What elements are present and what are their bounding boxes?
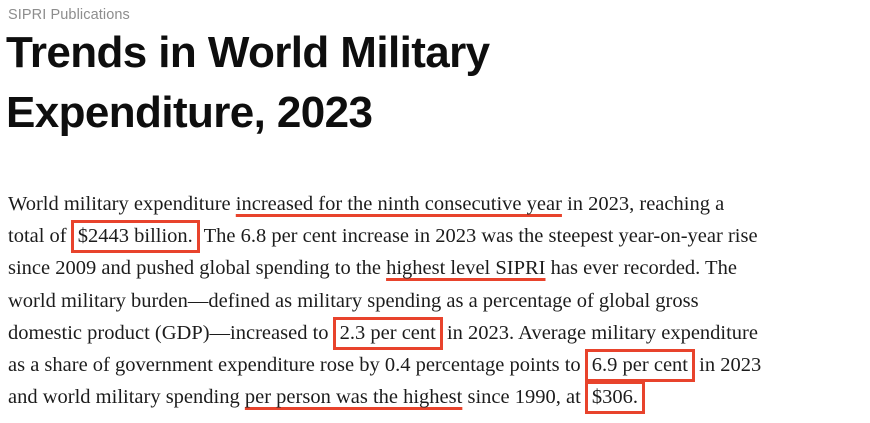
page-title: Trends in World Military Expenditure, 20… xyxy=(6,23,490,143)
paragraph-line: as a share of government expenditure ros… xyxy=(8,348,870,382)
page-title-line-2: Expenditure, 2023 xyxy=(6,88,373,137)
paragraph-line: World military expenditure increased for… xyxy=(8,188,870,220)
text-segment: in 2023, reaching a xyxy=(561,193,725,215)
paragraph-line: total of $2443 billion. The 6.8 per cent… xyxy=(8,220,870,254)
text-segment: world military burden—defined as militar… xyxy=(8,289,699,312)
text-segment: in 2023. Average military expenditure xyxy=(441,321,758,344)
publication-kicker: SIPRI Publications xyxy=(8,7,130,23)
annotation-box: 2.3 per cent xyxy=(332,316,443,350)
text-segment: has ever recorded. The xyxy=(545,257,737,280)
annotation-underline: per person was the highest xyxy=(244,386,463,409)
text-segment: domestic product (GDP)—increased to xyxy=(8,321,334,344)
annotation-underline: increased for the ninth consecutive year xyxy=(235,193,562,215)
article-paragraph: World military expenditure increased for… xyxy=(8,188,870,415)
paragraph-line: domestic product (GDP)—increased to 2.3 … xyxy=(8,316,870,350)
annotation-underline: highest level SIPRI xyxy=(386,257,546,280)
text-segment: since 2009 and pushed global spending to… xyxy=(8,257,387,280)
paragraph-line: since 2009 and pushed global spending to… xyxy=(8,252,870,284)
text-segment: The 6.8 per cent increase in 2023 was th… xyxy=(198,225,758,248)
text-segment: since 1990, at xyxy=(462,386,586,409)
page-title-line-1: Trends in World Military xyxy=(6,28,490,77)
text-segment: total of xyxy=(8,225,72,248)
text-segment: World military expenditure xyxy=(8,193,236,215)
annotation-box: $306. xyxy=(584,381,646,415)
text-segment: and world military spending xyxy=(8,386,245,409)
annotation-box: 6.9 per cent xyxy=(584,348,695,382)
annotation-box: $2443 billion. xyxy=(70,220,200,254)
paragraph-line: and world military spending per person w… xyxy=(8,381,870,415)
text-segment: as a share of government expenditure ros… xyxy=(8,353,586,376)
text-segment: in 2023 xyxy=(694,353,762,376)
paragraph-line: world military burden—defined as militar… xyxy=(8,285,870,317)
